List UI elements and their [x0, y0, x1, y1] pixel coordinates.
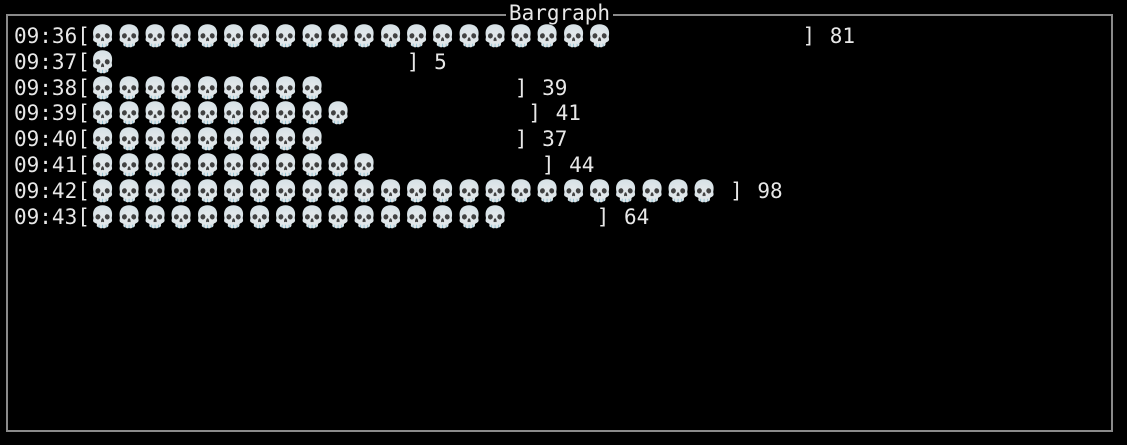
bar-open-bracket: [: [77, 127, 90, 152]
bar-padding: [717, 179, 730, 205]
bar-padding: [378, 153, 542, 179]
bar-value-label: 81: [829, 24, 856, 48]
bar-padding: [508, 205, 597, 231]
bar-row-time-label: 09:38: [14, 75, 78, 100]
bar-close-bracket: ]: [596, 204, 610, 229]
bar-close-bracket: ]: [528, 101, 542, 126]
bar-padding: [351, 101, 528, 127]
bar-padding: [325, 76, 515, 102]
bar-row: 09:42[💀💀💀💀💀💀💀💀💀💀💀💀💀💀💀💀💀💀💀💀💀💀💀💀 ] 98: [14, 179, 1109, 205]
bar-row-time-label: 09:40: [14, 127, 78, 152]
bar-padding: [325, 127, 515, 153]
bar-fill: 💀💀💀💀💀💀💀💀💀💀💀: [89, 152, 378, 177]
bar-value-label: 64: [624, 204, 650, 229]
panel-title-label: Bargraph: [505, 1, 614, 25]
bar-fill: 💀💀💀💀💀💀💀💀💀: [89, 75, 326, 100]
bar-value-label: 39: [542, 75, 568, 100]
bar-row: 09:40[💀💀💀💀💀💀💀💀💀 ] 37: [14, 127, 1109, 153]
bar-fill: 💀💀💀💀💀💀💀💀💀💀💀💀💀💀💀💀💀💀💀💀: [89, 24, 613, 48]
bar-fill: 💀💀💀💀💀💀💀💀💀💀💀💀💀💀💀💀: [89, 204, 509, 229]
bar-close-bracket: ]: [730, 178, 743, 203]
bar-close-bracket: ]: [514, 127, 528, 152]
bar-close-bracket: ]: [541, 152, 555, 177]
bar-row-time-label: 09:43: [14, 204, 78, 229]
bar-row-time-label: 09:42: [14, 178, 78, 203]
bar-fill: 💀: [89, 49, 117, 74]
bar-fill: 💀💀💀💀💀💀💀💀💀💀: [89, 101, 352, 126]
bar-fill: 💀💀💀💀💀💀💀💀💀: [89, 127, 326, 152]
bar-value-label: 98: [757, 178, 783, 203]
bar-value-label: 44: [569, 152, 595, 177]
bar-row: 09:43[💀💀💀💀💀💀💀💀💀💀💀💀💀💀💀💀 ] 64: [14, 205, 1109, 231]
bar-value-label: 41: [555, 101, 581, 126]
bar-value-label: 5: [434, 49, 447, 74]
bar-open-bracket: [: [77, 101, 90, 126]
bar-row: 09:41[💀💀💀💀💀💀💀💀💀💀💀 ] 44: [14, 153, 1109, 179]
bar-row-time-label: 09:37: [14, 49, 78, 74]
bar-padding: [116, 50, 407, 76]
bar-row: 09:36[💀💀💀💀💀💀💀💀💀💀💀💀💀💀💀💀💀💀💀💀 ] 81: [14, 24, 1109, 50]
bar-open-bracket: [: [77, 152, 90, 177]
bar-row: 09:38[💀💀💀💀💀💀💀💀💀 ] 39: [14, 76, 1109, 102]
bargraph-rows: 09:36[💀💀💀💀💀💀💀💀💀💀💀💀💀💀💀💀💀💀💀💀 ] 81 09:37[💀 ] 5…: [14, 24, 1109, 230]
bar-close-bracket: ]: [802, 24, 816, 48]
bar-close-bracket: ]: [514, 75, 528, 100]
bar-open-bracket: [: [77, 204, 90, 229]
bar-row: 09:39[💀💀💀💀💀💀💀💀💀💀 ] 41: [14, 101, 1109, 127]
bar-row-time-label: 09:41: [14, 152, 78, 177]
bar-row-time-label: 09:36: [14, 24, 78, 48]
bar-padding: [613, 24, 803, 50]
bar-open-bracket: [: [77, 178, 90, 203]
bar-fill: 💀💀💀💀💀💀💀💀💀💀💀💀💀💀💀💀💀💀💀💀💀💀💀💀: [89, 178, 718, 203]
bargraph-panel: Bargraph 09:36[💀💀💀💀💀💀💀💀💀💀💀💀💀💀💀💀💀💀💀💀 ] 81 0…: [6, 1, 1113, 432]
panel-title: Bargraph: [8, 1, 1111, 25]
bar-open-bracket: [: [77, 49, 90, 74]
bar-row-time-label: 09:39: [14, 101, 78, 126]
bar-open-bracket: [: [77, 75, 90, 100]
bar-open-bracket: [: [77, 24, 90, 48]
bar-value-label: 37: [542, 127, 568, 152]
bar-close-bracket: ]: [406, 49, 420, 74]
bar-row: 09:37[💀 ] 5: [14, 50, 1109, 76]
